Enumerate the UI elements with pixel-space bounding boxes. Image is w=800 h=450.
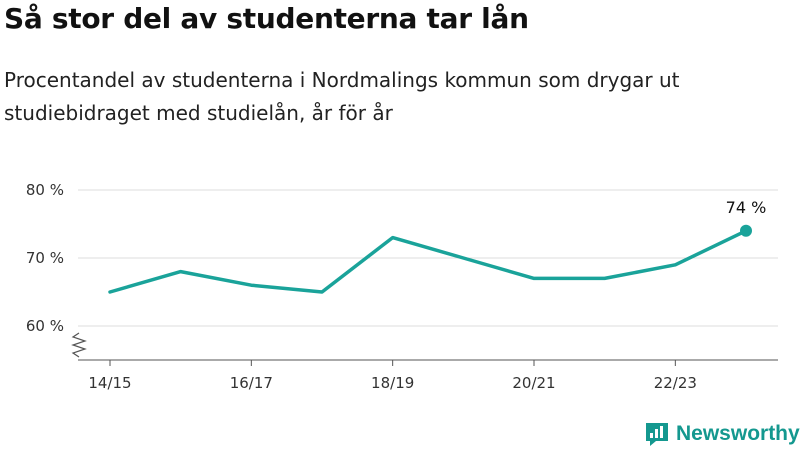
y-tick-label: 60 % (26, 317, 64, 335)
x-tick-label: 16/17 (230, 374, 273, 392)
x-axis-ticks: 14/15 16/17 18/19 20/21 22/23 (88, 360, 697, 392)
y-axis-ticks: 60 % 70 % 80 % (26, 181, 64, 335)
y-tick-label: 80 % (26, 181, 64, 199)
last-value-label: 74 % (726, 198, 767, 217)
x-tick-label: 20/21 (512, 374, 555, 392)
x-tick-label: 14/15 (88, 374, 131, 392)
chart-subtitle: Procentandel av studenterna i Nordmaling… (4, 68, 680, 125)
annotations: 74 % (726, 198, 767, 237)
x-tick-label: 22/23 (654, 374, 697, 392)
axis-break-icon (71, 332, 87, 358)
x-tick-label: 18/19 (371, 374, 414, 392)
series-line (108, 229, 748, 294)
x-axis (71, 332, 778, 361)
chart-title: Så stor del av studenterna tar lån (4, 2, 529, 35)
brand-logo: Newsworthy (644, 420, 800, 448)
y-tick-label: 70 % (26, 249, 64, 267)
series-layer (108, 229, 748, 294)
brand-name: Newsworthy (676, 422, 800, 445)
gridlines (78, 189, 778, 327)
last-value-dot (740, 224, 752, 237)
newsworthy-logo-icon (646, 423, 668, 446)
